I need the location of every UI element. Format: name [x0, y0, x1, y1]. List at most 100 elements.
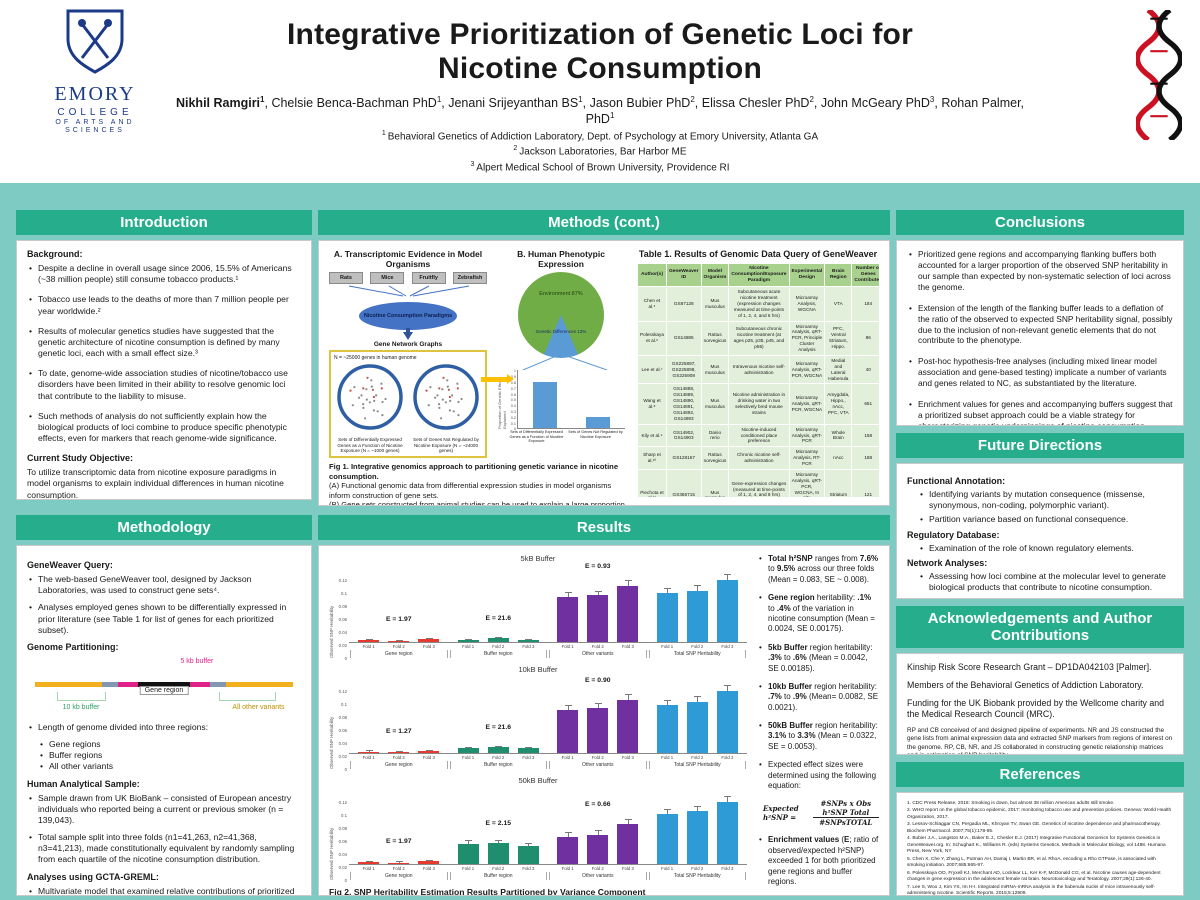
error-bar: [664, 588, 672, 594]
reference-item: 1. CDC Press Release, 2018: Smoking is d…: [907, 801, 1115, 806]
y-tick: 0.2: [510, 415, 516, 420]
column-header: Model Organism: [700, 262, 730, 288]
bar: [457, 748, 479, 753]
author-name: Elissa Chesler PhD2: [701, 95, 814, 111]
table-cell: 86: [851, 320, 879, 356]
references-body: 1. CDC Press Release, 2018: Smoking is d…: [896, 792, 1184, 896]
conclusions-panel: Conclusions Prioritized gene regions and…: [896, 210, 1184, 426]
label-5kb-buffer: 5 kb buffer: [180, 657, 214, 665]
fold-label: Fold 2: [392, 755, 405, 760]
fold-label: Fold 3: [422, 755, 435, 760]
bar: [617, 699, 639, 753]
segment-other-variants: [35, 681, 103, 687]
error-bar: [425, 860, 433, 862]
column-header: Brain Region: [824, 262, 853, 288]
fold-label: Fold 2: [691, 755, 704, 760]
bar: [487, 843, 509, 864]
objective-text: To utilize transcriptomic data from nico…: [27, 467, 284, 500]
fold-label: Fold 2: [392, 866, 405, 871]
fold-label: Fold 3: [422, 644, 435, 649]
organism-box: Rats: [329, 272, 363, 285]
equation: Expected h²SNP = #SNPs x Obs h²SNP Total #…: [763, 799, 879, 827]
plot-area: E = 1.27 Fold 1 Fold 2 Fold 3 Gene region E =…: [349, 675, 747, 769]
table-cell: Lee et al.⁷: [637, 354, 667, 385]
future-directions-header: Future Directions: [896, 433, 1184, 458]
gene-set-circle-1: Sets of Differentially Expressed Genes a…: [334, 363, 406, 453]
group-label: Gene region: [350, 872, 448, 880]
fig1-panel-b: B. Human Phenotypic Expression Environme…: [497, 249, 625, 458]
reference-item: 7. Lee S, Woo J, Kim YS, Im H-I. Integra…: [907, 884, 1156, 896]
references-panel: References 1. CDC Press Release, 2018: S…: [896, 762, 1184, 896]
y-axis-ticks: 0 0.02 0.04 0.06 0.08 0.1 0.12: [334, 578, 349, 661]
bar: [418, 751, 440, 753]
introduction-body: Background: Despite a decline in overall…: [16, 240, 312, 500]
fold-label: Fold 1: [661, 755, 674, 760]
fold-label: Fold 3: [721, 866, 734, 871]
error-bar: [724, 795, 732, 802]
fold-label: Fold 1: [362, 866, 375, 871]
table-cell: Mus musculus: [700, 468, 730, 497]
bar: [517, 640, 539, 642]
fold-label: Fold 1: [561, 644, 574, 649]
error-bar: [594, 830, 602, 835]
error-bar: [365, 860, 373, 863]
introduction-header: Introduction: [16, 210, 312, 235]
table-cell: Mus musculus: [700, 286, 730, 322]
group-label: Total SNP Heritability: [648, 650, 746, 658]
bar: [418, 639, 440, 642]
bar-group: E = 1.27 Fold 1 Fold 2 Fold 3 Gene region: [349, 675, 449, 769]
y-tick: 0: [344, 767, 347, 772]
y-tick: 0.12: [338, 689, 347, 694]
y-tick: 1: [513, 369, 516, 374]
error-bar: [465, 839, 473, 844]
results-bullets: Total h²SNP ranges from 7.6% to 9.5% acr…: [757, 554, 879, 887]
poster-header: EMORY COLLEGE OF ARTS AND SCIENCES Integ…: [0, 0, 1200, 183]
fold-label: Fold 3: [522, 644, 535, 649]
fold-label: Fold 1: [362, 755, 375, 760]
authors-line: Nikhil Ramgiri1, Chelsie Benca-Bachman P…: [175, 95, 1025, 126]
table-cell: GS225897, GS225898, GS225908: [665, 354, 702, 385]
table-cell: Piechota et al.¹¹: [637, 468, 667, 497]
emory-wordmark: EMORY: [54, 83, 136, 105]
table-row: Polesskaya et al.⁶ GS14885 Rattus norvegic…: [637, 320, 879, 356]
y-tick: 0: [344, 656, 347, 661]
fold-label: Fold 1: [661, 644, 674, 649]
table-cell: Rattus norvegicus: [700, 320, 730, 356]
methodology-bullet: The web-based GeneWeaver tool, designed …: [27, 574, 301, 596]
snp-chart: 50kB Buffer Observed SNP Heritability 0 0.0…: [329, 776, 747, 883]
future-directions-body: Functional Annotation: Identifying varian…: [896, 463, 1184, 599]
results-bullet: Gene region heritability: .1% to .4% of …: [757, 593, 879, 635]
fold-label: Fold 1: [661, 866, 674, 871]
table-cell: Amygdala, Hippo., nAcc, PFC, VTA: [824, 383, 853, 425]
group-label: Other variants: [549, 761, 647, 769]
affiliations: 1 Behavioral Genetics of Addiction Labor…: [170, 129, 1030, 176]
error-bar: [694, 806, 702, 812]
results-bullet: Total h²SNP ranges from 7.6% to 9.5% acr…: [757, 554, 879, 585]
table-cell: Danio rerio: [700, 423, 730, 448]
error-bar: [465, 747, 473, 749]
fold-label: Fold 1: [561, 866, 574, 871]
table-cell: Chronic nicotine self-administration: [728, 446, 790, 470]
subsection-heading: Analyses using GCTA-GREML:: [27, 871, 159, 882]
y-tick: 0.02: [338, 643, 347, 648]
introduction-panel: Introduction Background: Despite a decli…: [16, 210, 312, 500]
bar: [656, 813, 678, 864]
fold-label: Fold 1: [462, 755, 475, 760]
label-10kb-buffer: 10 kb buffer: [62, 703, 100, 711]
group-label: Other variants: [549, 872, 647, 880]
intro-bullets: Despite a decline in overall usage since…: [27, 263, 301, 444]
bar: [716, 801, 738, 864]
bar: [716, 691, 738, 753]
error-bar: [425, 638, 433, 640]
fig2-caption: Fig 2. SNP Heritability Estimation Resul…: [329, 887, 646, 896]
methodology-sub-bullet: Buffer regions: [27, 750, 301, 761]
methodology-sub-bullet: All other variants: [27, 761, 301, 772]
bar: [686, 811, 708, 864]
intro-bullet: To date, genome-wide association studies…: [27, 368, 301, 402]
table-row: Lee et al.⁷ GS225897, GS225898, GS225908 M…: [637, 354, 879, 385]
error-bar: [694, 585, 702, 591]
table-cell: Microarray Analysis, RT-PCR: [788, 446, 826, 470]
bar: [388, 862, 410, 864]
subsection-heading: GeneWeaver Query:: [27, 560, 113, 570]
enrichment-label: E = 0.90: [584, 676, 611, 684]
